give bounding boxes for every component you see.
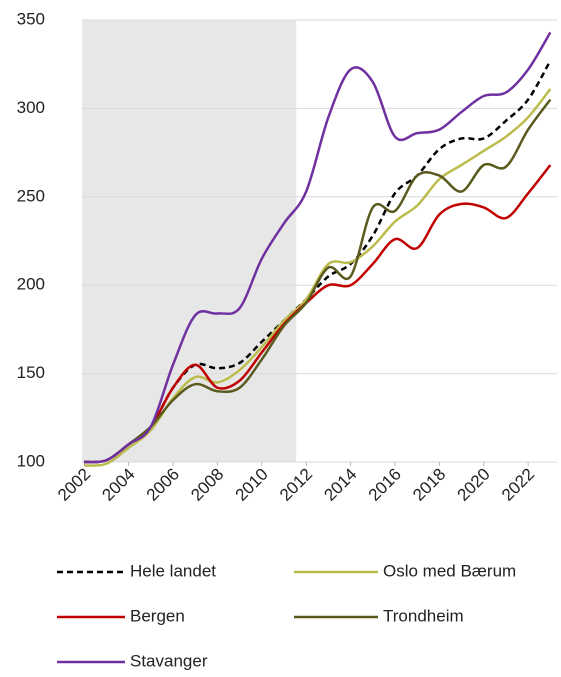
y-tick-label: 200 bbox=[17, 275, 45, 294]
x-tick-label: 2010 bbox=[232, 465, 272, 505]
x-tick-label: 2020 bbox=[454, 465, 494, 505]
legend-label: Hele landet bbox=[130, 561, 216, 580]
y-tick-label: 300 bbox=[17, 98, 45, 117]
x-tick-label: 2006 bbox=[143, 465, 183, 505]
x-tick-label: 2002 bbox=[54, 465, 94, 505]
x-tick-label: 2008 bbox=[187, 465, 227, 505]
y-tick-label: 250 bbox=[17, 186, 45, 205]
x-tick-label: 2022 bbox=[498, 465, 538, 505]
series-line bbox=[84, 164, 552, 464]
shaded-period bbox=[82, 20, 297, 462]
x-tick-label: 2014 bbox=[320, 465, 360, 505]
x-tick-label: 2004 bbox=[98, 465, 138, 505]
series-line bbox=[84, 98, 552, 464]
y-tick-label: 150 bbox=[17, 363, 45, 382]
series-line bbox=[84, 31, 552, 464]
legend-label: Oslo med Bærum bbox=[383, 561, 516, 580]
legend-label: Stavanger bbox=[130, 651, 208, 670]
x-tick-label: 2018 bbox=[409, 465, 449, 505]
legend-label: Trondheim bbox=[383, 606, 464, 625]
x-tick-label: 2016 bbox=[365, 465, 405, 505]
x-tick-label: 2012 bbox=[276, 465, 316, 505]
legend-label: Bergen bbox=[130, 606, 185, 625]
y-tick-label: 350 bbox=[17, 9, 45, 28]
y-tick-label: 100 bbox=[17, 451, 45, 470]
